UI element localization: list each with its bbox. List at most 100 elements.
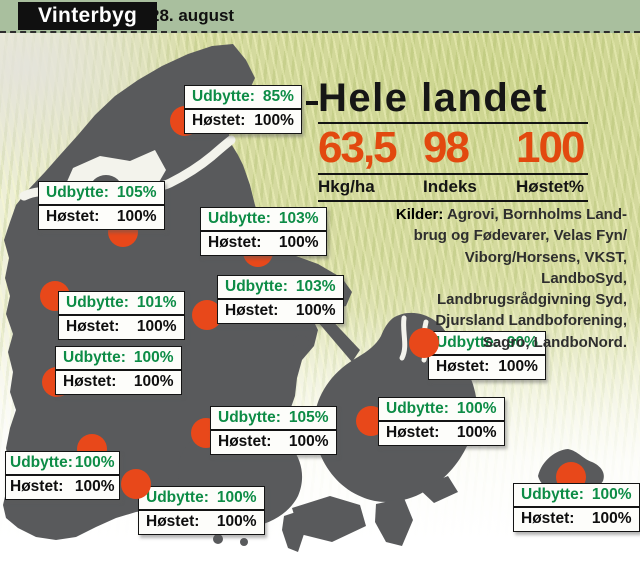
hostet-value: 100% — [133, 373, 174, 391]
hostet-row: Høstet: 100% — [139, 511, 264, 533]
hostet-label: Høstet: — [521, 510, 575, 528]
date-label: 28. august — [150, 6, 235, 25]
hostet-value: 100% — [498, 358, 538, 376]
udbytte-row: Udbytte: 101% — [59, 292, 184, 317]
hostet-label: Høstet: — [208, 234, 262, 252]
sources-text: Agrovi, Bornholms Land- brug og Fødevare… — [413, 206, 627, 351]
stats-labels-row: Hkg/ha Indeks Høstet% — [318, 175, 588, 202]
hostet-row: Høstet: 100% — [56, 371, 181, 393]
hostet-row: Høstet: 100% — [6, 476, 119, 498]
page-title-text: Vinterbyg — [38, 4, 138, 27]
udbytte-value: 105% — [288, 409, 329, 426]
udbytte-label: Udbytte: — [208, 210, 271, 227]
region-marker-dot-7 — [409, 328, 439, 358]
udbytte-row: Udbytte: 100% — [6, 452, 119, 477]
hostet-row: Høstet: 100% — [39, 206, 164, 228]
udbytte-label: Udbytte: — [10, 454, 73, 471]
udbytte-value: 100% — [74, 454, 115, 471]
yield-tag-10: Udbytte: 100% Høstet: 100% — [5, 451, 120, 500]
udbytte-label: Udbytte: — [63, 349, 126, 366]
hostet-row: Høstet: 100% — [185, 110, 301, 132]
hostet-row: Høstet: 100% — [211, 431, 336, 453]
hostet-value: 100% — [591, 510, 632, 528]
isefjord-cut-1 — [399, 315, 408, 361]
hostet-label: Høstet: — [10, 478, 64, 496]
hostet-value: 100% — [254, 112, 294, 130]
national-summary-title: Hele landet — [318, 76, 548, 120]
hostet-row: Høstet: 100% — [59, 316, 184, 338]
hostet-value: 100% — [216, 513, 257, 531]
udbytte-value: 100% — [591, 486, 632, 503]
udbytte-label: Udbytte: — [225, 278, 288, 295]
lolland-island — [292, 496, 366, 542]
hostet-label: Høstet: — [218, 433, 272, 451]
hostet-row: Høstet: 100% — [429, 356, 545, 378]
stat-hostet-value: 100 — [516, 123, 585, 172]
stat-hkg-label: Hkg/ha — [318, 177, 375, 196]
udbytte-label: Udbytte: — [146, 489, 209, 506]
hostet-row: Høstet: 100% — [514, 508, 639, 530]
stat-hkg-value: 63,5 — [318, 123, 398, 172]
udbytte-label: Udbytte: — [521, 486, 584, 503]
hostet-value: 100% — [295, 302, 336, 320]
yield-tag-6: Udbytte: 100% Høstet: 100% — [55, 346, 182, 395]
udbytte-label: Udbytte: — [386, 400, 449, 417]
falster-island — [375, 498, 413, 546]
udbytte-value: 100% — [456, 400, 497, 417]
pointer-dash — [306, 101, 318, 105]
udbytte-row: Udbytte: 103% — [201, 208, 326, 233]
yield-tag-2: Udbytte: 105% Høstet: 100% — [38, 181, 165, 230]
hostet-label: Høstet: — [146, 513, 200, 531]
udbytte-label: Udbytte: — [192, 88, 255, 105]
sources-block: Kilder: Agrovi, Bornholms Land- brug og … — [377, 204, 627, 353]
yield-tag-11: Udbytte: 100% Høstet: 100% — [138, 486, 265, 535]
udbytte-label: Udbytte: — [66, 294, 129, 311]
hostet-label: Høstet: — [46, 208, 100, 226]
hostet-label: Høstet: — [66, 318, 120, 336]
udbytte-label: Udbytte: — [218, 409, 281, 426]
hostet-value: 100% — [116, 208, 157, 226]
hostet-value: 100% — [136, 318, 177, 336]
zealand-odde-spit — [318, 314, 360, 362]
udbytte-value: 100% — [133, 349, 174, 366]
udbytte-row: Udbytte: 100% — [139, 487, 264, 512]
udbytte-value: 90% — [506, 334, 538, 351]
mon-island — [418, 476, 458, 503]
udbytte-value: 101% — [136, 294, 177, 311]
yield-tag-12: Udbytte: 100% Høstet: 100% — [513, 483, 640, 532]
stat-indeks-label: Indeks — [423, 177, 477, 196]
yield-tag-9: Udbytte: 100% Høstet: 100% — [378, 397, 505, 446]
hostet-value: 100% — [288, 433, 329, 451]
hostet-row: Høstet: 100% — [201, 232, 326, 254]
hostet-label: Høstet: — [436, 358, 490, 376]
udbytte-value: 103% — [295, 278, 336, 295]
hostet-value: 100% — [278, 234, 319, 252]
small-island-1 — [213, 534, 223, 544]
hostet-row: Høstet: 100% — [218, 300, 343, 322]
yield-tag-4: Udbytte: 103% Høstet: 100% — [217, 275, 344, 324]
udbytte-value: 100% — [216, 489, 257, 506]
yield-tag-1: Udbytte: 85% Høstet: 100% — [184, 85, 302, 134]
udbytte-label: Udbytte: — [46, 184, 109, 201]
samso-island — [293, 335, 309, 351]
udbytte-row: Udbytte: 85% — [185, 86, 301, 111]
page-title: Vinterbyg — [18, 2, 158, 30]
yield-tag-8: Udbytte: 105% Høstet: 100% — [210, 406, 337, 455]
yield-tag-3: Udbytte: 103% Høstet: 100% — [200, 207, 327, 256]
udbytte-row: Udbytte: 100% — [379, 398, 504, 423]
udbytte-row: Udbytte: 105% — [211, 407, 336, 432]
header-bar: Vinterbyg 28. august — [0, 0, 640, 33]
udbytte-value: 105% — [116, 184, 157, 201]
udbytte-label: Udbytte: — [436, 334, 499, 351]
udbytte-row: Udbytte: 105% — [39, 182, 164, 207]
hostet-label: Høstet: — [63, 373, 117, 391]
stats-values-row: 63,5 98 100 — [318, 124, 588, 175]
udbytte-value: 85% — [262, 88, 294, 105]
udbytte-row: Udbytte: 90% — [429, 332, 545, 357]
hostet-row: Høstet: 100% — [379, 422, 504, 444]
yield-tag-7: Udbytte: 90% Høstet: 100% — [428, 331, 546, 380]
udbytte-row: Udbytte: 103% — [218, 276, 343, 301]
stat-hostet-label: Høstet% — [516, 177, 585, 196]
hostet-value: 100% — [74, 478, 115, 496]
